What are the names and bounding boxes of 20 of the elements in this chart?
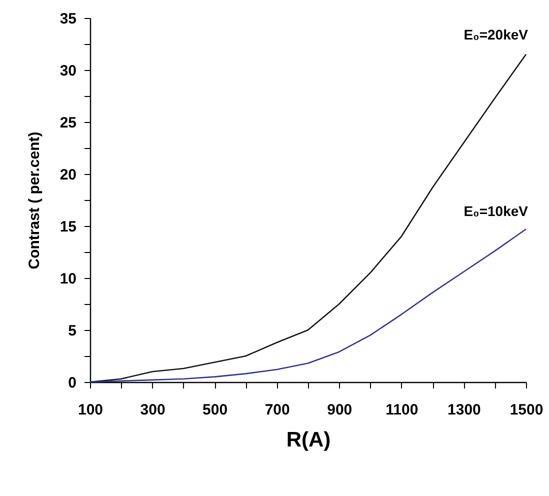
y-tick-label: 5 <box>68 322 76 340</box>
x-tick-label: 1500 <box>510 402 544 418</box>
y-tick-label: 15 <box>60 218 76 236</box>
y-tick-label: 25 <box>60 114 76 132</box>
y-axis-title: Contrast ( per.cent) <box>26 132 43 270</box>
x-tick-label: 1300 <box>448 402 481 418</box>
y-tick-label: 10 <box>60 270 76 288</box>
y-tick-label: 20 <box>60 166 76 184</box>
x-tick-label: 700 <box>264 402 290 418</box>
series-label: E₀=20keV <box>464 26 529 42</box>
x-tick-label: 1100 <box>386 402 418 418</box>
y-tick-label: 0 <box>68 374 76 392</box>
x-tick-label: 500 <box>202 402 228 418</box>
x-tick-label: 100 <box>78 402 104 418</box>
y-tick-label: 35 <box>60 10 76 28</box>
x-tick-label: 900 <box>327 402 352 418</box>
series-label: E₀=10keV <box>464 203 529 220</box>
x-axis-title: R(A) <box>286 428 331 452</box>
y-tick-label: 30 <box>60 62 76 80</box>
x-tick-label: 300 <box>140 402 166 418</box>
